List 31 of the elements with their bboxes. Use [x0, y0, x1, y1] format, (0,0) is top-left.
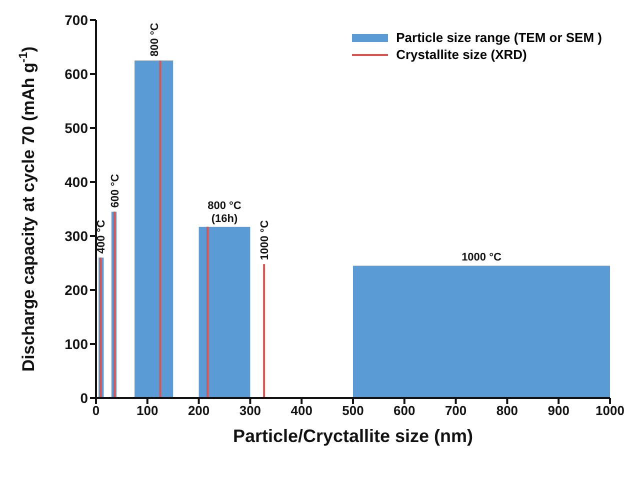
annotation: 1000 °C — [259, 220, 272, 260]
x-tick-label: 700 — [444, 403, 467, 418]
annotation: 400 °C — [96, 220, 108, 254]
x-tick-label: 400 — [290, 403, 312, 418]
y-tick-label: 100 — [64, 336, 88, 352]
x-tick-label: 500 — [342, 403, 364, 418]
x-tick-label: 600 — [394, 403, 416, 418]
annotation: 800 °C — [148, 22, 161, 56]
x-tick-label: 300 — [239, 403, 262, 418]
y-tick-label: 300 — [64, 228, 88, 244]
x-axis-title: Particle/Cryctallite size (nm) — [232, 426, 474, 446]
x-tick-label: 800 — [496, 403, 518, 418]
y-tick-label: 500 — [64, 120, 88, 136]
bar — [206, 226, 209, 398]
y-tick-label: 700 — [64, 12, 88, 28]
x-tick-label: 200 — [188, 403, 210, 418]
annotation: 1000 °C — [462, 252, 502, 264]
x-tick-label: 1000 — [596, 403, 624, 418]
legend-label: Particle size range (TEM or SEM ) — [396, 30, 602, 45]
legend-label: Crystallite size (XRD) — [396, 47, 527, 62]
x-tick-label: 100 — [136, 403, 158, 418]
x-tick-label: 900 — [548, 403, 570, 418]
y-tick-label: 200 — [64, 282, 88, 298]
bar — [263, 264, 266, 398]
y-tick-label: 0 — [80, 390, 88, 406]
y-tick-label: 600 — [64, 66, 88, 82]
bar — [159, 60, 162, 398]
annotation: 600 °C — [110, 174, 122, 208]
x-tick-label: 0 — [92, 403, 100, 418]
annotation: 800 °C (16h) — [208, 200, 242, 225]
y-tick-label: 400 — [64, 174, 88, 190]
